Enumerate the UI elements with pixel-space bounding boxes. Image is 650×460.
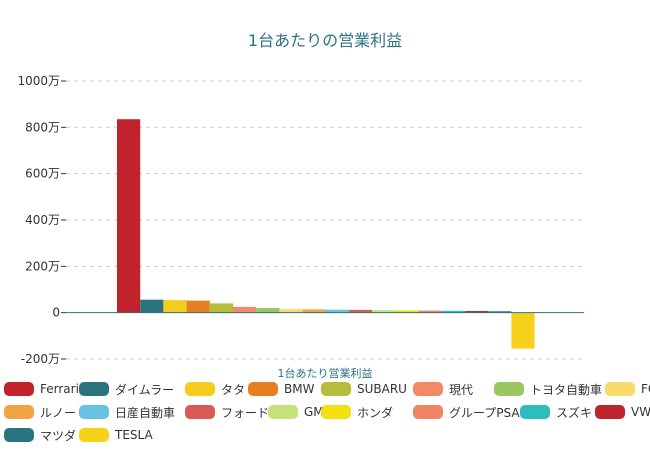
bar-3[interactable]: [186, 300, 210, 313]
y-tick-label: 800万: [25, 120, 60, 134]
legend-item-17[interactable]: TESLA: [79, 426, 153, 444]
legend-item-13[interactable]: グループPSA: [413, 403, 520, 421]
legend-swatch: [268, 405, 298, 419]
legend-item-0[interactable]: Ferrari: [4, 380, 79, 398]
legend-swatch: [4, 405, 34, 419]
legend-label: スズキ: [556, 405, 593, 420]
y-tick-label: -200万: [21, 352, 60, 366]
bar-10[interactable]: [349, 309, 373, 313]
legend-swatch: [321, 382, 351, 396]
legend-item-12[interactable]: ホンダ: [321, 403, 393, 421]
legend-label: BMW: [284, 382, 315, 396]
legend-label: VW: [631, 405, 650, 419]
legend-item-11[interactable]: GM: [268, 403, 324, 421]
chart-title: 1台あたりの営業利益: [248, 31, 402, 50]
bar-0[interactable]: [117, 119, 141, 313]
legend-swatch: [248, 382, 278, 396]
legend-item-8[interactable]: ルノー: [4, 403, 76, 421]
legend-item-15[interactable]: VW: [595, 403, 650, 421]
bar-16[interactable]: [488, 311, 512, 313]
legend-label: SUBARU: [357, 382, 407, 396]
legend-item-3[interactable]: BMW: [248, 380, 314, 398]
legend-label: グループPSA: [449, 405, 520, 420]
legend-label: TESLA: [115, 428, 153, 442]
legend-swatch: [321, 405, 351, 419]
legend-label: 日産自動車: [115, 405, 176, 420]
y-tick-label: 200万: [25, 259, 60, 273]
bar-4[interactable]: [209, 303, 233, 313]
legend-swatch: [605, 382, 635, 396]
bar-15[interactable]: [465, 311, 489, 313]
legend-swatch: [520, 405, 550, 419]
legend-item-7[interactable]: FCA: [605, 380, 650, 398]
legend-label: Ferrari: [40, 382, 79, 396]
bar-6[interactable]: [256, 308, 280, 313]
chart-svg: 1台あたりの営業利益 -200万 0 200万 400万 600万 800万 1000万 1台あ…: [17, 31, 584, 380]
y-tick-label: 1000万: [17, 74, 60, 88]
bar-8[interactable]: [302, 309, 326, 313]
legend-item-14[interactable]: スズキ: [520, 403, 592, 421]
legend-swatch: [595, 405, 625, 419]
bar-9[interactable]: [325, 309, 349, 313]
legend-label: タタ: [221, 382, 246, 397]
legend-swatch: [413, 382, 443, 396]
legend-item-9[interactable]: 日産自動車: [79, 403, 175, 421]
bar-12[interactable]: [395, 310, 419, 313]
y-tick-label: 600万: [25, 167, 60, 181]
legend-swatch: [79, 428, 109, 442]
bar-2[interactable]: [163, 300, 187, 313]
legend-swatch: [79, 382, 109, 396]
legend-item-2[interactable]: タタ: [185, 380, 245, 398]
legend-item-10[interactable]: フォード: [185, 403, 269, 421]
legend-swatch: [185, 382, 215, 396]
legend-swatch: [4, 382, 34, 396]
bar-5[interactable]: [233, 306, 257, 313]
legend-label: FCA: [641, 382, 650, 396]
legend-label: ダイムラー: [115, 382, 175, 397]
bar-14[interactable]: [441, 310, 465, 313]
x-axis-label: 1台あたり営業利益: [278, 366, 373, 380]
legend-swatch: [79, 405, 109, 419]
legend-label: 現代: [449, 382, 474, 397]
legend-item-5[interactable]: 現代: [413, 380, 473, 398]
bar-13[interactable]: [418, 310, 442, 313]
legend-label: マツダ: [40, 428, 77, 443]
legend-label: ホンダ: [357, 405, 394, 420]
legend-label: GM: [304, 405, 324, 419]
bar-11[interactable]: [372, 310, 396, 313]
legend-swatch: [4, 428, 34, 442]
legend-swatch: [494, 382, 524, 396]
y-tick-label: 400万: [25, 213, 60, 227]
legend-label: フォード: [221, 405, 270, 420]
bar-1[interactable]: [140, 299, 164, 313]
legend-label: ルノー: [40, 405, 77, 420]
bar-17[interactable]: [511, 312, 535, 349]
y-tick-label: 0: [52, 306, 60, 320]
legend-item-1[interactable]: ダイムラー: [79, 380, 174, 398]
legend-label: トヨタ自動車: [530, 382, 603, 397]
bar-7[interactable]: [279, 309, 303, 313]
legend-swatch: [413, 405, 443, 419]
legend-swatch: [185, 405, 215, 419]
legend-item-16[interactable]: マツダ: [4, 426, 76, 444]
legend-item-4[interactable]: SUBARU: [321, 380, 407, 398]
legend-item-6[interactable]: トヨタ自動車: [494, 380, 602, 398]
